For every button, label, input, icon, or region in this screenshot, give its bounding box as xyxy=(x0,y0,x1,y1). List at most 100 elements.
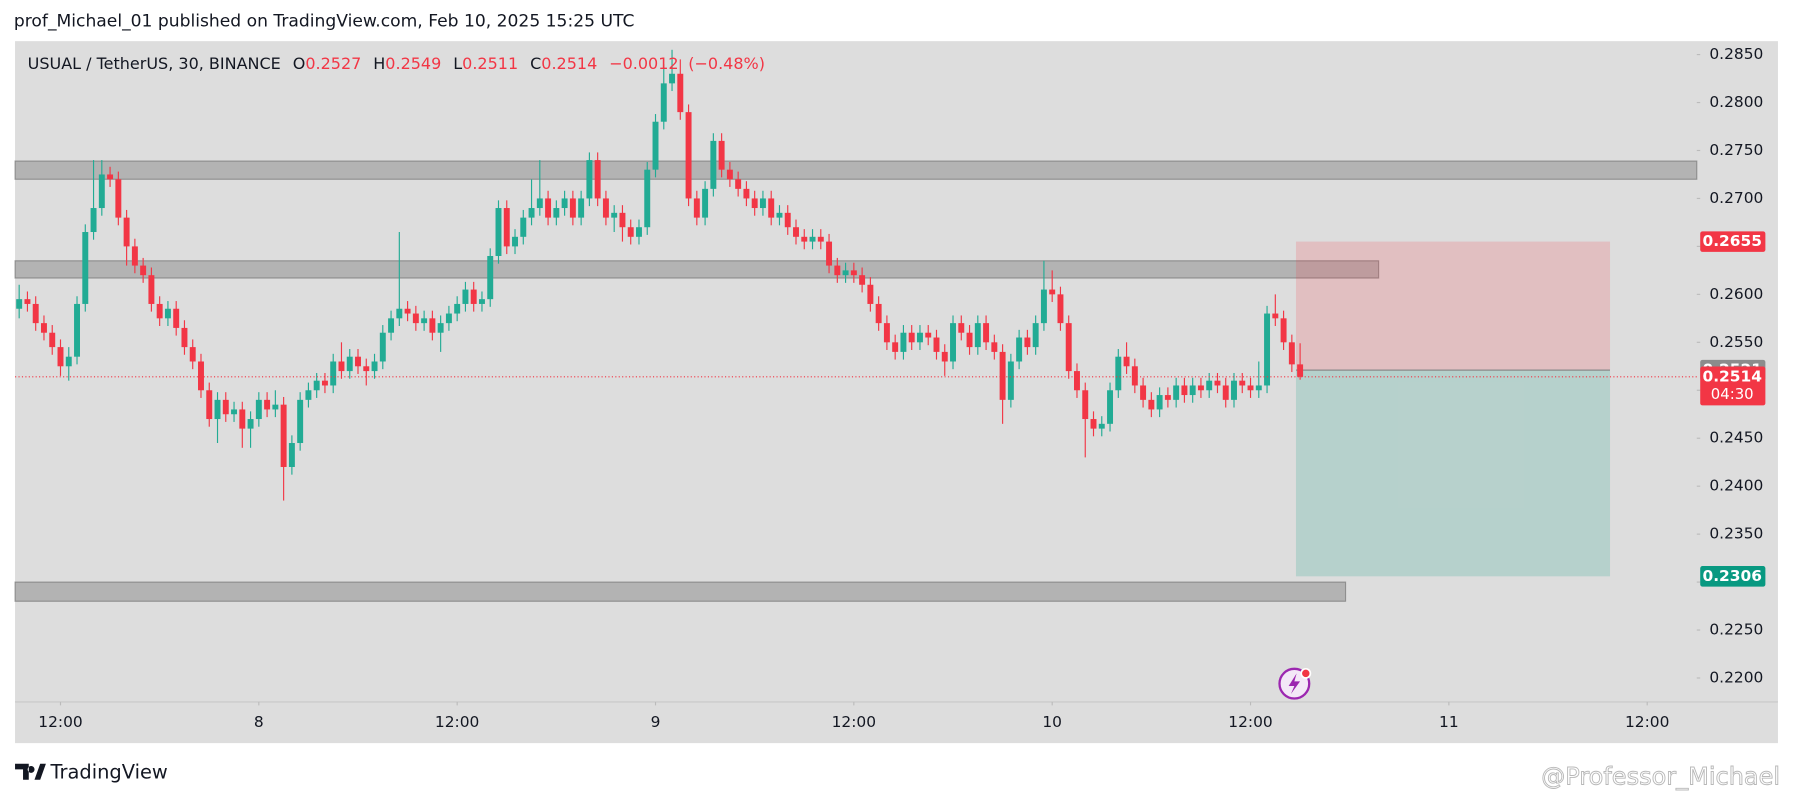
x-tick-label: 11 xyxy=(1439,713,1459,731)
candle-body xyxy=(1214,380,1221,386)
candle-body xyxy=(991,342,998,352)
candle-body xyxy=(1189,385,1196,396)
candle-body xyxy=(1164,395,1171,400)
candle-body xyxy=(1098,423,1105,429)
candle-body xyxy=(1239,380,1246,386)
candle-body xyxy=(1032,323,1039,348)
publish-header: prof_Michael_01 published on TradingView… xyxy=(14,12,635,32)
y-tick-label: 0.2550 xyxy=(1709,333,1763,351)
candle-body xyxy=(718,140,725,170)
ohlc-value: 0.2514 xyxy=(541,54,597,73)
y-tick-label: 0.2850 xyxy=(1709,45,1763,63)
candle-body xyxy=(925,332,932,338)
candle-body xyxy=(594,160,601,199)
candle-body xyxy=(421,318,428,324)
candle-body xyxy=(49,332,56,348)
ohlc-value: 0.2549 xyxy=(385,54,441,73)
candle-body xyxy=(611,212,618,218)
candle-body xyxy=(173,308,180,328)
y-tick-label: 0.2800 xyxy=(1709,93,1763,111)
candle-body xyxy=(363,366,370,372)
y-tick-label: 0.2450 xyxy=(1709,429,1763,447)
candle-body xyxy=(272,404,279,410)
candle-body xyxy=(710,140,717,189)
candle-body xyxy=(983,323,990,343)
candle-body xyxy=(1206,380,1213,391)
y-tick-label: 0.2250 xyxy=(1709,621,1763,639)
candle-body xyxy=(834,265,841,276)
candle-body xyxy=(941,351,948,362)
candle-body xyxy=(536,198,543,209)
candle-body xyxy=(553,208,560,218)
candle-body xyxy=(1173,385,1180,400)
stop-tag: 0.2655 xyxy=(1702,232,1762,250)
candle-body xyxy=(693,198,700,218)
candle-body xyxy=(24,299,31,304)
candle-body xyxy=(619,212,626,228)
watermark: @Professor_Michael xyxy=(1541,762,1780,790)
candle-body xyxy=(644,169,651,228)
x-tick-label: 10 xyxy=(1042,713,1062,731)
candle-body xyxy=(569,198,576,218)
candle-body xyxy=(181,327,188,348)
candle-body xyxy=(850,270,857,276)
candle-body xyxy=(164,308,171,319)
candle-body xyxy=(842,270,849,276)
candle-body xyxy=(652,121,659,170)
candle-body xyxy=(512,236,518,247)
candle-body xyxy=(636,227,642,237)
brand-logo: TradingView xyxy=(15,760,168,783)
change: −0.0012 xyxy=(609,54,678,73)
candle-body xyxy=(1115,356,1122,391)
candle-body xyxy=(958,323,965,333)
candle-body xyxy=(313,380,320,391)
x-tick-label: 12:00 xyxy=(38,713,82,731)
candle-body xyxy=(264,399,271,410)
alert-dot xyxy=(1300,667,1312,679)
candle-body xyxy=(627,227,634,237)
x-tick-label: 12:00 xyxy=(1625,713,1669,731)
candle-body xyxy=(355,356,361,367)
alert-bolt xyxy=(1288,673,1301,694)
candle-body xyxy=(305,390,312,400)
candle-body xyxy=(330,361,337,386)
stop-tag-bg xyxy=(1700,231,1766,252)
zone xyxy=(14,581,1347,602)
candle-body xyxy=(586,160,593,199)
brand-name: TradingView xyxy=(49,760,167,783)
ohlc-value: 0.2527 xyxy=(305,54,361,73)
ohlc-letter: H xyxy=(373,54,385,73)
y-tick-label: 0.2700 xyxy=(1709,189,1763,207)
candle-body xyxy=(1280,318,1287,343)
candle-body xyxy=(98,174,105,209)
y-tick-label: 0.2600 xyxy=(1709,285,1763,303)
candle-body xyxy=(1247,385,1254,391)
ohlc-letter: L xyxy=(453,54,462,73)
candle-body xyxy=(65,356,72,367)
candle-body xyxy=(429,318,436,333)
last-price-tag-countdown: 04:30 xyxy=(1711,385,1754,403)
candle-body xyxy=(16,299,23,309)
candle-body xyxy=(685,112,692,199)
candle-body xyxy=(908,332,915,343)
last-price-tag: 0.2514 xyxy=(1702,367,1762,385)
x-tick-label: 12:00 xyxy=(832,713,876,731)
candle-body xyxy=(478,299,485,304)
legend: USUAL / TetherUS, 30, BINANCE O0.2527 H0… xyxy=(28,54,765,73)
candle-body xyxy=(1016,337,1023,362)
candle-body xyxy=(148,275,155,304)
candle-body xyxy=(900,332,907,352)
candle-body xyxy=(198,361,204,391)
candle-body xyxy=(1156,395,1163,410)
candle-body xyxy=(404,308,411,314)
candle-body xyxy=(999,351,1006,400)
candle-body xyxy=(660,83,667,122)
candle-body xyxy=(437,323,444,333)
candle-body xyxy=(1007,361,1014,400)
candle-body xyxy=(247,419,254,429)
candle-body xyxy=(115,179,122,218)
candle-body xyxy=(346,356,353,372)
candle-body xyxy=(950,323,956,362)
candle-body xyxy=(1065,323,1072,372)
